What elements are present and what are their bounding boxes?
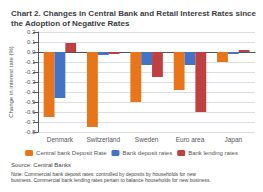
svg-text:Change in interest rate (%): Change in interest rate (%) xyxy=(8,46,14,118)
svg-text:-0.3: -0.3 xyxy=(25,79,36,85)
svg-text:-0.7: -0.7 xyxy=(25,119,36,125)
svg-text:-0.4: -0.4 xyxy=(25,89,36,95)
svg-text:Euro area: Euro area xyxy=(176,136,205,143)
svg-text:-0.6: -0.6 xyxy=(25,109,36,115)
svg-text:0.0: 0.0 xyxy=(27,49,36,55)
svg-text:0.2: 0.2 xyxy=(27,29,36,35)
svg-text:business. Commercial bank lend: business. Commercial bank lending rates … xyxy=(11,177,211,183)
svg-text:0.1: 0.1 xyxy=(27,39,36,45)
svg-text:Central bank Deposit Rate: Central bank Deposit Rate xyxy=(36,150,107,156)
svg-text:Japan: Japan xyxy=(224,136,242,144)
svg-text:Chart 2. Changes in Central Ba: Chart 2. Changes in Central Bank and Ret… xyxy=(11,9,258,18)
svg-text:Bank deposit rates: Bank deposit rates xyxy=(122,150,172,156)
svg-text:-0.8: -0.8 xyxy=(25,129,36,135)
svg-text:Denmark: Denmark xyxy=(47,136,74,143)
svg-text:Note: Commercial bank deposit: Note: Commercial bank deposit rates: con… xyxy=(11,171,198,177)
svg-text:Bank lending rates: Bank lending rates xyxy=(188,150,238,156)
svg-text:-0.2: -0.2 xyxy=(25,69,36,75)
svg-text:-0.5: -0.5 xyxy=(25,99,36,105)
svg-text:Switzerland: Switzerland xyxy=(86,136,120,143)
svg-text:Sweden: Sweden xyxy=(135,136,159,143)
svg-text:the Adoption of Negative Rates: the Adoption of Negative Rates xyxy=(11,19,130,28)
svg-text:Source: Central Banks: Source: Central Banks xyxy=(11,162,71,168)
svg-text:-0.1: -0.1 xyxy=(25,59,36,65)
